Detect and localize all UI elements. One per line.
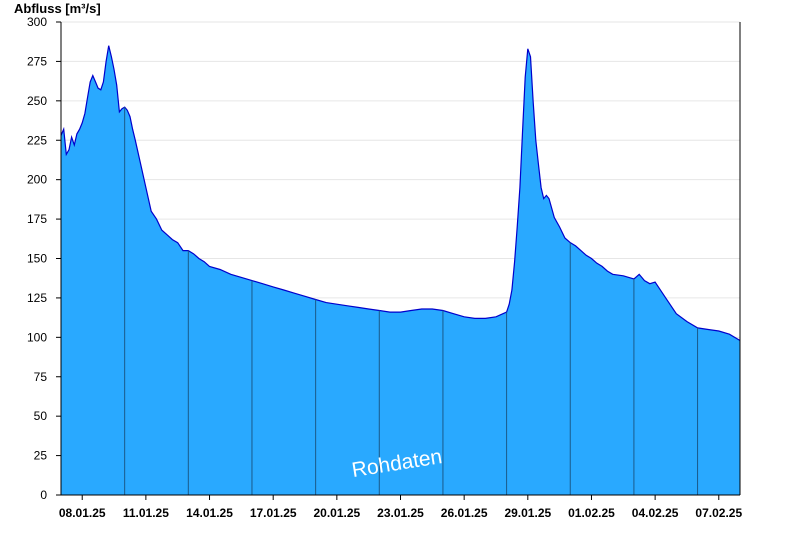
x-tick-label: 07.02.25 bbox=[695, 506, 742, 520]
x-tick-label: 04.02.25 bbox=[632, 506, 679, 520]
y-tick-label: 275 bbox=[27, 54, 47, 68]
discharge-area bbox=[61, 45, 740, 495]
y-axis-title: Abfluss [m³/s] bbox=[14, 1, 101, 16]
y-tick-label: 125 bbox=[27, 291, 47, 305]
x-tick-label: 14.01.25 bbox=[186, 506, 233, 520]
y-tick-label: 200 bbox=[27, 173, 47, 187]
vertical-gridlines bbox=[124, 107, 699, 495]
y-tick-label: 250 bbox=[27, 94, 47, 108]
y-tick-label: 175 bbox=[27, 212, 47, 226]
discharge-line bbox=[60, 45, 741, 342]
x-tick-label: 01.02.25 bbox=[568, 506, 615, 520]
x-tick-label: 17.01.25 bbox=[250, 506, 297, 520]
x-tick-label: 11.01.25 bbox=[123, 506, 169, 520]
y-tick-label: 150 bbox=[27, 252, 47, 266]
x-tick-label: 26.01.25 bbox=[441, 506, 488, 520]
y-tick-label: 50 bbox=[34, 409, 48, 423]
y-tick-label: 75 bbox=[34, 370, 48, 384]
y-tick-label: 300 bbox=[27, 15, 47, 29]
y-tick-label: 100 bbox=[27, 330, 47, 344]
x-axis-ticks: 08.01.25 11.01.25 14.01.25 17.01.25 20.01.25… bbox=[59, 495, 742, 520]
x-tick-label: 20.01.25 bbox=[313, 506, 360, 520]
y-tick-label: 25 bbox=[34, 449, 48, 463]
x-tick-label: 29.01.25 bbox=[504, 506, 551, 520]
y-tick-label: 0 bbox=[40, 488, 47, 502]
y-tick-label: 225 bbox=[27, 133, 47, 147]
x-tick-label: 08.01.25 bbox=[59, 506, 106, 520]
y-axis-ticks: 0 25 50 75 100 125 150 175 200 225 250 275 300 bbox=[27, 15, 61, 502]
x-tick-label: 23.01.25 bbox=[377, 506, 424, 520]
